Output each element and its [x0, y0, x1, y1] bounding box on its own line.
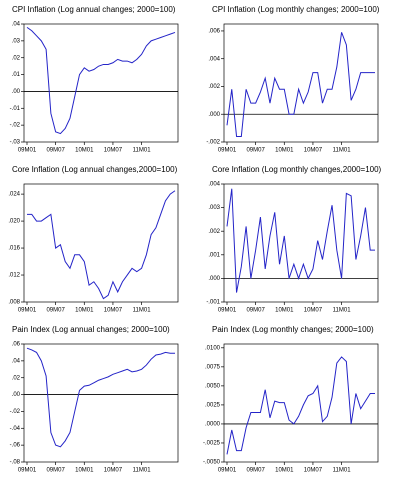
- y-tick-label: .0050: [205, 383, 221, 389]
- data-line: [226, 188, 375, 293]
- x-tick-label: 09M07: [246, 468, 265, 474]
- data-line: [226, 32, 375, 137]
- chart-title: CPI Inflation (Log monthly changes; 2000…: [212, 5, 380, 14]
- panel: Pain Index (Log annual changes; 2000=100…: [10, 325, 179, 474]
- y-tick-label: -.08: [10, 460, 21, 466]
- x-tick-label: 09M01: [18, 308, 37, 314]
- x-tick-label: 09M01: [18, 148, 37, 154]
- chart-title: Pain Index (Log monthly changes; 2000=10…: [212, 325, 374, 334]
- x-tick-label: 10M01: [275, 468, 294, 474]
- y-tick-label: -.001: [206, 300, 220, 306]
- y-tick-label: .02: [12, 55, 21, 61]
- y-tick-label: .0000: [205, 422, 221, 428]
- plot-frame: [223, 23, 379, 143]
- y-tick-label: .024: [8, 192, 20, 198]
- y-tick-label: .000: [208, 276, 220, 282]
- panel: Pain Index (Log monthly changes; 2000=10…: [203, 325, 379, 474]
- x-tick-label: 11M01: [333, 148, 352, 154]
- y-tick-label: -.0025: [203, 441, 221, 447]
- y-tick-label: .00: [12, 89, 21, 95]
- plot-frame: [223, 183, 379, 303]
- panel: Core Inflation (Log monthly changes,2000…: [206, 165, 381, 313]
- x-tick-label: 10M01: [75, 148, 94, 154]
- y-tick-label: .004: [208, 56, 220, 62]
- plot-frame: [223, 343, 379, 463]
- chart-title: CPI Inflation (Log annual changes; 2000=…: [12, 5, 176, 14]
- x-tick-label: 09M01: [218, 308, 237, 314]
- x-tick-label: 10M07: [104, 308, 123, 314]
- x-tick-label: 10M01: [75, 308, 94, 314]
- x-tick-label: 11M01: [133, 468, 152, 474]
- x-tick-label: 09M01: [218, 468, 237, 474]
- panel: CPI Inflation (Log monthly changes; 2000…: [206, 5, 379, 153]
- y-tick-label: .0100: [205, 345, 221, 351]
- x-tick-label: 09M07: [46, 148, 65, 154]
- y-tick-label: -.02: [10, 123, 21, 129]
- y-tick-label: .008: [8, 300, 20, 306]
- x-tick-label: 11M01: [333, 308, 352, 314]
- data-line: [26, 26, 176, 135]
- y-tick-label: .003: [208, 205, 220, 211]
- y-tick-label: .04: [12, 22, 21, 28]
- x-tick-label: 11M01: [133, 148, 152, 154]
- x-tick-label: 11M01: [333, 468, 352, 474]
- data-line: [27, 190, 176, 300]
- y-tick-label: -.0050: [203, 460, 221, 466]
- plot-frame: [23, 183, 179, 303]
- x-tick-label: 10M07: [104, 468, 123, 474]
- y-tick-label: -.04: [10, 426, 21, 432]
- x-tick-label: 10M01: [275, 308, 294, 314]
- x-tick-label: 09M07: [46, 468, 65, 474]
- y-tick-label: .01: [12, 72, 21, 78]
- y-tick-label: .0025: [205, 402, 221, 408]
- y-tick-label: .006: [208, 29, 220, 35]
- y-tick-label: .0075: [205, 364, 221, 370]
- x-tick-label: 10M07: [304, 308, 323, 314]
- panel: CPI Inflation (Log annual changes; 2000=…: [10, 5, 179, 154]
- data-line: [226, 356, 375, 455]
- y-tick-label: .002: [208, 229, 220, 235]
- x-tick-label: 09M01: [218, 148, 237, 154]
- x-tick-label: 09M07: [246, 148, 265, 154]
- plot-frame: [23, 343, 179, 463]
- x-tick-label: 09M07: [46, 308, 65, 314]
- y-tick-label: .012: [8, 273, 20, 279]
- x-tick-label: 10M01: [75, 468, 94, 474]
- y-tick-label: .000: [208, 112, 220, 118]
- x-tick-label: 09M01: [18, 468, 37, 474]
- data-line: [26, 347, 175, 448]
- chart-title: Core Inflation (Log annual changes,2000=…: [12, 165, 178, 174]
- y-tick-label: .04: [12, 358, 21, 364]
- y-tick-label: .001: [208, 252, 220, 258]
- y-tick-label: .06: [12, 342, 21, 348]
- y-tick-label: .016: [8, 246, 20, 252]
- chart-title: Pain Index (Log annual changes; 2000=100…: [12, 325, 170, 334]
- y-tick-label: -.02: [10, 409, 21, 415]
- y-tick-label: .020: [8, 219, 20, 225]
- x-tick-label: 09M07: [246, 308, 265, 314]
- y-tick-label: .002: [208, 84, 220, 90]
- x-tick-label: 11M01: [133, 308, 152, 314]
- x-tick-label: 10M01: [275, 148, 294, 154]
- x-tick-label: 10M07: [304, 468, 323, 474]
- y-tick-label: .00: [12, 392, 21, 398]
- y-tick-label: -.06: [10, 443, 21, 449]
- panel: Core Inflation (Log annual changes,2000=…: [8, 165, 179, 314]
- x-tick-label: 10M07: [304, 148, 323, 154]
- y-tick-label: -.002: [206, 140, 220, 146]
- y-tick-label: -.03: [10, 140, 21, 146]
- plot-frame: [23, 23, 179, 143]
- y-tick-label: .02: [12, 375, 21, 381]
- y-tick-label: .03: [12, 38, 21, 44]
- y-tick-label: .004: [208, 182, 220, 188]
- y-tick-label: -.01: [10, 106, 21, 112]
- chart-title: Core Inflation (Log monthly changes,2000…: [212, 165, 382, 174]
- x-tick-label: 10M07: [104, 148, 123, 154]
